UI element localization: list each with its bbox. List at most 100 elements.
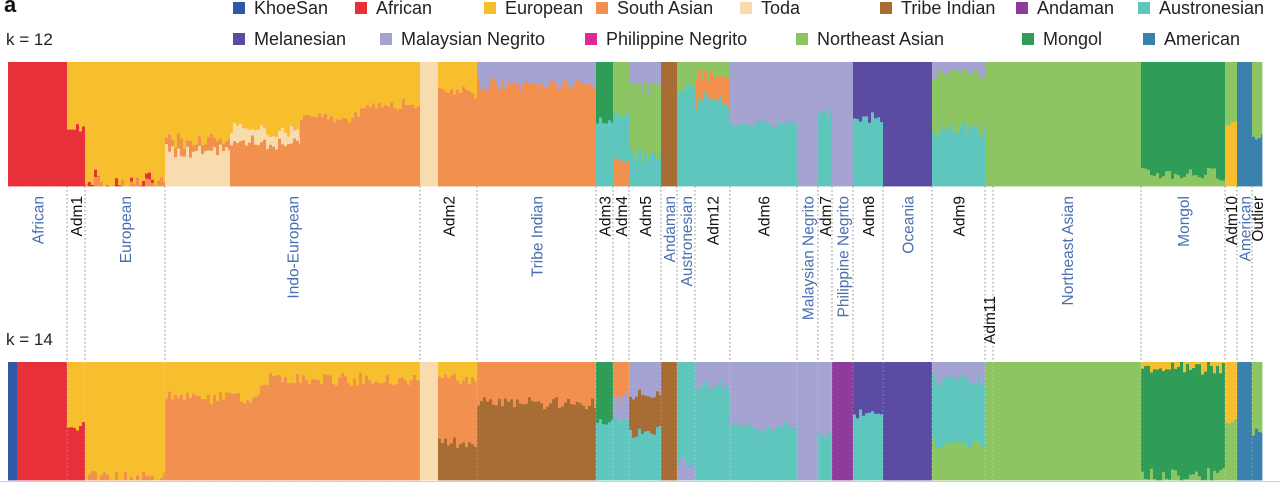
admixture-bar-segment [625,163,629,187]
admixture-bar-segment [308,384,312,481]
admixture-bar-segment [441,89,445,187]
admixture-bar-segment [333,62,337,123]
admixture-bar-segment [677,92,681,187]
admixture-bar-segment [680,62,684,92]
admixture-bar-segment [1237,362,1241,481]
admixture-bar-segment [495,405,499,481]
admixture-bar-segment [369,107,373,187]
admixture-bar-segment [468,384,472,443]
admixture-bar-segment [561,84,565,187]
admixture-bar-segment [299,137,301,145]
admixture-bar-segment [787,424,791,481]
admixture-bar-segment [602,362,606,425]
admixture-bar-segment [296,374,300,481]
admixture-bar-segment [299,62,301,138]
admixture-bar-segment [892,362,896,481]
admixture-bar-segment [579,403,583,481]
admixture-bar-segment [728,62,731,79]
admixture-bar-segment [1183,362,1187,373]
admixture-bar-segment [938,384,942,448]
admixture-bar-segment [160,177,164,187]
admixture-bar-segment [683,362,687,458]
admixture-bar-segment [698,98,702,187]
legend-item: Austronesian [1138,0,1264,18]
admixture-bar-segment [974,125,978,187]
admixture-bar-segment [1107,62,1111,187]
admixture-bar-segment [154,185,158,187]
admixture-bar-segment [944,128,948,187]
admixture-bar-segment [1180,362,1184,481]
admixture-bar-segment [465,89,469,187]
admixture-bar-segment [165,62,169,139]
admixture-bar-segment [616,396,620,420]
admixture-bar-segment [213,362,217,396]
admixture-bar-segment [44,62,48,187]
admixture-bar-segment [507,62,511,83]
admixture-bar-segment [1183,176,1187,187]
admixture-bar-segment [296,362,300,375]
admixture-bar-segment [441,443,445,481]
admixture-bar-segment [100,182,104,187]
admixture-bar-segment [830,62,833,108]
admixture-bar-segment [106,474,110,481]
admixture-bar-segment [787,62,791,120]
admixture-bar-segment [100,62,104,183]
admixture-bar-segment [165,144,169,187]
admixture-bar-segment [632,437,636,481]
admixture-bar-segment [1213,470,1217,481]
admixture-bar-segment [121,179,125,187]
admixture-bar-segment [76,62,80,125]
admixture-bar-segment [950,442,954,481]
admixture-bar-segment [1258,432,1262,481]
admixture-bar-segment [263,362,267,386]
admixture-bar-segment [1261,134,1263,187]
admixture-bar-segment [772,62,776,129]
admixture-bar-segment [317,362,321,381]
admixture-bar-segment [1125,62,1129,187]
admixture-bar-segment [62,62,66,187]
admixture-bar-segment [868,412,872,481]
admixture-bar-segment [1213,362,1217,374]
admixture-bar-segment [354,62,358,113]
admixture-bar-segment [751,62,755,129]
legend-label: South Asian [617,0,714,18]
admixture-bar-segment [318,62,322,114]
admixture-bar-segment [402,62,406,100]
admixture-bar-segment [683,62,687,92]
admixture-bar-segment [1062,62,1066,187]
admixture-bar-segment [300,62,304,121]
admixture-bar-segment [459,93,463,187]
admixture-bar-segment [1165,362,1169,370]
admixture-bar-segment [407,362,411,386]
admixture-bar-segment [248,129,252,144]
admixture-bar-segment [357,62,361,118]
admixture-bar-segment [941,379,945,449]
admixture-bar-segment [468,62,472,92]
admixture-bar-segment [462,362,466,381]
admixture-bar-segment [474,62,478,99]
admixture-bar-segment [564,80,568,187]
admixture-bar-segment [947,444,951,481]
admixture-bar-segment [1216,362,1220,367]
admixture-bar-segment [100,362,104,476]
admixture-bar-segment [513,81,517,187]
admixture-bar-segment [97,176,101,178]
legend-label: Austronesian [1159,0,1265,18]
admixture-bar-segment [522,404,526,481]
admixture-bar-segment [1180,62,1184,179]
admixture-bar-segment [996,62,1000,187]
legend-label: Andaman [1037,0,1115,18]
admixture-bar-segment [275,375,279,481]
admixture-bar-segment [174,148,178,158]
admixture-bar-segment [847,62,851,187]
admixture-bar-segment [841,362,845,481]
admixture-bar-segment [935,362,939,383]
admixture-bar-segment [73,428,77,481]
admixture-bar-segment [974,62,978,71]
admixture-bar-segment [1147,365,1151,480]
admixture-bar-segment [613,417,617,481]
admixture-bar-segment [865,116,869,187]
admixture-bar-segment [320,383,324,481]
admixture-bar-segment [1201,362,1205,375]
admixture-bar-segment [1104,362,1108,481]
